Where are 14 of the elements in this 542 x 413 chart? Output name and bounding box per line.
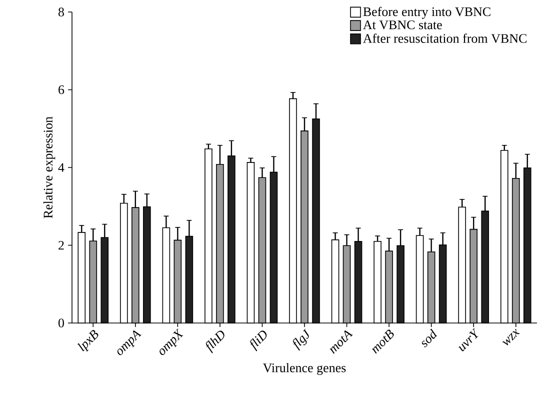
legend-label: Before entry into VBNC [363, 6, 490, 19]
x-tick-label: sod [422, 328, 438, 348]
y-axis-title: Relative expression [43, 116, 56, 218]
x-tick-label: wzx [502, 328, 520, 346]
x-axis-title: Virulence genes [262, 363, 346, 375]
y-tick-label: 2 [58, 240, 64, 250]
legend-label: At VBNC state [363, 20, 442, 30]
y-tick-label: 4 [58, 163, 64, 172]
y-tick-label: 0 [58, 318, 64, 328]
y-tick-label: 6 [58, 85, 64, 94]
legend-label: After resuscitation from VBNC [363, 34, 526, 43]
x-tick-label: lpxB [77, 330, 98, 352]
y-tick-label: 8 [58, 8, 64, 16]
x-tick-label: fliD [250, 330, 267, 352]
